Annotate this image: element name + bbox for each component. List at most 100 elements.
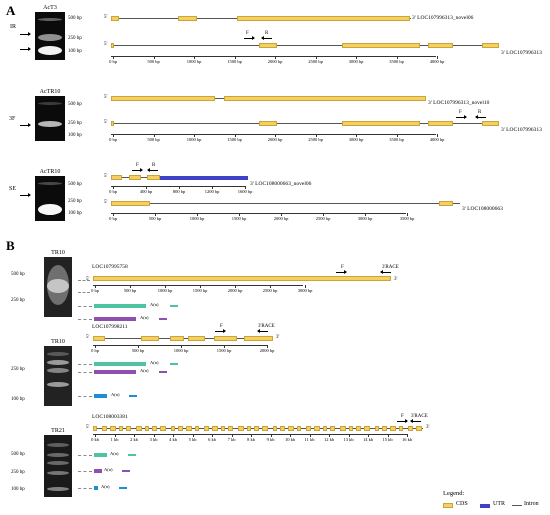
- cds-block: [408, 426, 413, 431]
- scale-tick: [231, 434, 233, 437]
- gene-name: LOC107998211: [92, 324, 128, 330]
- band-link: [78, 471, 92, 472]
- scale-tick-label: 1600 bp: [237, 189, 253, 194]
- scale-tick: [114, 434, 116, 437]
- scale-tick-label: 1500 bp: [227, 59, 242, 64]
- scale-tick-label: 500 bp: [147, 137, 160, 142]
- scale-tick-label: 1500 bp: [192, 288, 208, 293]
- scale-tick: [309, 434, 311, 437]
- cds-block: [482, 43, 499, 48]
- size-marker: 250 bp: [68, 121, 82, 126]
- scale-tick-label: 1000 bp: [157, 288, 173, 293]
- primer-r: R: [265, 31, 269, 36]
- side-label: SE: [9, 186, 17, 192]
- cds-block: [119, 426, 123, 431]
- gene-name: 3' LOC108000663: [462, 206, 503, 212]
- gene-name: 3' LOC108000663_novel06: [250, 181, 312, 187]
- cds-block: [306, 426, 311, 431]
- scale-tick-label: 7 kb: [227, 437, 236, 442]
- scale-tick-label: 4 kb: [169, 437, 177, 442]
- legend-utr-swatch: [480, 503, 490, 508]
- primer-f: F: [459, 110, 462, 115]
- scale-tick-label: 16 kb: [401, 437, 413, 442]
- cds-block: [136, 426, 142, 431]
- scale-tick: [165, 285, 166, 288]
- gel-title: TR10: [51, 250, 65, 256]
- gene-name: 3' LOC107996313: [501, 50, 542, 56]
- scale-tick: [407, 213, 408, 216]
- forward-primer-icon: [456, 115, 467, 119]
- cds-block: [273, 426, 277, 431]
- cds-block: [204, 426, 209, 431]
- scale-tick-label: 3500 bp: [399, 216, 415, 221]
- scale-tick: [315, 56, 317, 59]
- band-link: [78, 319, 92, 320]
- polya-label: A(n): [150, 302, 159, 307]
- scale-tick: [95, 345, 96, 348]
- band-link: [78, 488, 92, 489]
- cds-block: [111, 175, 122, 180]
- cds-block: [178, 16, 197, 21]
- polya-label: A(n): [150, 360, 159, 365]
- panel-a-label: A: [6, 3, 16, 18]
- polya-tail: [170, 363, 178, 365]
- primer-f: F: [341, 265, 344, 270]
- intron-line: [111, 123, 499, 124]
- gene-name: 3' LOC107996313_novel10: [428, 100, 490, 106]
- scale-axis: [111, 213, 406, 214]
- scale-tick-label: 2 kb: [130, 437, 138, 442]
- scale-axis: [111, 56, 436, 57]
- cds-block: [224, 96, 426, 101]
- cds-block: [399, 426, 403, 431]
- cds-block: [340, 426, 346, 431]
- cds-block: [186, 426, 192, 431]
- scale-tick-label: 2000 bp: [259, 348, 275, 353]
- scale-tick-label: 0 bp: [109, 216, 117, 221]
- scale-tick-label: 1000 bp: [189, 216, 205, 221]
- scale-tick: [270, 285, 271, 288]
- cds-block: [93, 336, 105, 341]
- scale-tick: [134, 434, 135, 437]
- cds-block: [382, 426, 387, 431]
- gel-image: [35, 176, 65, 221]
- scale-tick: [356, 56, 357, 59]
- scale-tick: [407, 434, 408, 437]
- scale-tick: [281, 213, 282, 216]
- forward-primer-icon: [397, 419, 408, 423]
- scale-tick-label: 11 kb: [304, 437, 315, 442]
- cds-block: [195, 426, 199, 431]
- primer-r: R: [152, 163, 156, 168]
- band-arrow-icon: [20, 123, 31, 127]
- scale-tick-label: 1500 bp: [227, 137, 242, 142]
- gel-title: AcTR10: [39, 169, 61, 175]
- polya-tail: [170, 305, 178, 307]
- scale-tick-label: 3000 bp: [348, 59, 364, 64]
- transcript-bar-purple: [94, 317, 136, 321]
- gel-title: TR10: [51, 339, 65, 345]
- cds-block: [188, 336, 205, 341]
- polya-label: A(n): [140, 315, 149, 320]
- scale-tick-label: 500 bp: [147, 59, 160, 64]
- size-marker: 100 bp: [68, 133, 82, 138]
- scale-tick: [290, 434, 291, 437]
- three-prime: 3': [394, 277, 398, 282]
- primer-f: F: [136, 163, 139, 168]
- five-prime: 5': [104, 95, 108, 100]
- band-link: [78, 455, 92, 456]
- scale-tick: [146, 186, 147, 189]
- primer-r: R: [478, 110, 482, 115]
- scale-tick-label: 1 kb: [110, 437, 119, 442]
- polya-label: A(n): [140, 368, 149, 373]
- scale-tick: [437, 134, 438, 137]
- scale-tick-label: 3500 bp: [389, 59, 404, 64]
- cds-block: [259, 121, 277, 126]
- scale-tick: [387, 434, 389, 437]
- cds-block: [428, 121, 453, 126]
- polya-tail: [128, 454, 136, 456]
- primer-f: F: [246, 31, 249, 36]
- cds-block: [93, 426, 97, 431]
- scale-tick: [348, 434, 350, 437]
- polya-label: A(n): [110, 451, 119, 456]
- size-marker: 250 bp: [11, 367, 25, 372]
- scale-tick: [234, 134, 236, 137]
